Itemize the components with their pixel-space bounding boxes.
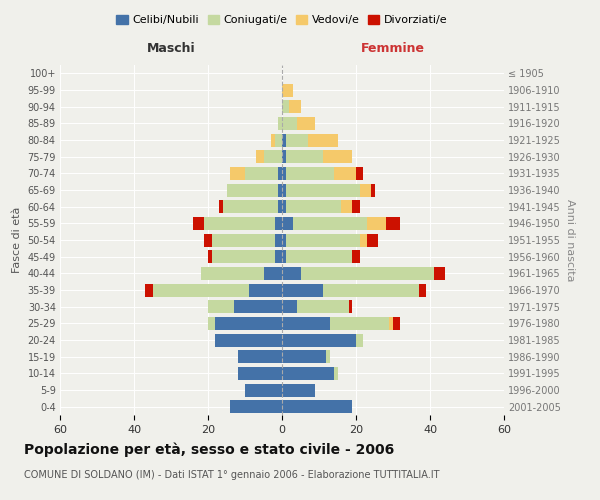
Text: Maschi: Maschi <box>146 42 196 55</box>
Bar <box>289 100 301 113</box>
Bar <box>208 300 234 313</box>
Bar <box>245 167 278 180</box>
Bar <box>282 267 301 280</box>
Bar <box>212 250 275 263</box>
Bar <box>282 184 286 196</box>
Bar <box>326 350 330 363</box>
Bar <box>323 284 419 296</box>
Bar <box>223 200 278 213</box>
Bar <box>286 234 360 246</box>
Bar <box>275 234 282 246</box>
Bar <box>282 217 293 230</box>
Bar <box>282 250 286 263</box>
Bar <box>245 384 282 396</box>
Bar <box>275 217 282 230</box>
Bar <box>293 217 367 230</box>
Bar <box>286 250 352 263</box>
Bar <box>286 184 360 196</box>
Bar <box>356 167 364 180</box>
Bar <box>271 134 275 146</box>
Bar <box>208 250 212 263</box>
Bar <box>282 367 334 380</box>
Bar <box>230 167 245 180</box>
Bar <box>282 134 286 146</box>
Bar <box>282 350 326 363</box>
Bar <box>282 384 316 396</box>
Bar <box>234 300 282 313</box>
Y-axis label: Anni di nascita: Anni di nascita <box>565 198 575 281</box>
Bar <box>371 184 374 196</box>
Bar <box>208 317 215 330</box>
Bar <box>360 234 367 246</box>
Bar <box>215 334 282 346</box>
Bar <box>278 117 282 130</box>
Bar <box>282 234 286 246</box>
Bar <box>352 200 360 213</box>
Bar <box>282 84 293 96</box>
Bar <box>193 217 204 230</box>
Bar <box>352 250 360 263</box>
Bar <box>282 284 323 296</box>
Bar <box>286 134 308 146</box>
Bar <box>227 184 278 196</box>
Bar <box>367 234 378 246</box>
Bar <box>434 267 445 280</box>
Bar <box>297 117 316 130</box>
Bar <box>256 150 263 163</box>
Bar <box>212 234 275 246</box>
Bar <box>301 267 434 280</box>
Bar <box>367 217 386 230</box>
Bar <box>282 317 330 330</box>
Text: COMUNE DI SOLDANO (IM) - Dati ISTAT 1° gennaio 2006 - Elaborazione TUTTITALIA.IT: COMUNE DI SOLDANO (IM) - Dati ISTAT 1° g… <box>24 470 439 480</box>
Text: Femmine: Femmine <box>361 42 425 55</box>
Legend: Celibi/Nubili, Coniugati/e, Vedovi/e, Divorziati/e: Celibi/Nubili, Coniugati/e, Vedovi/e, Di… <box>112 10 452 30</box>
Bar <box>282 100 289 113</box>
Bar <box>219 200 223 213</box>
Bar <box>282 167 286 180</box>
Bar <box>334 367 337 380</box>
Bar <box>389 317 393 330</box>
Bar <box>204 234 212 246</box>
Bar <box>263 150 282 163</box>
Bar <box>419 284 426 296</box>
Bar <box>249 284 282 296</box>
Bar <box>386 217 400 230</box>
Bar <box>286 167 334 180</box>
Bar <box>152 284 249 296</box>
Bar <box>204 217 275 230</box>
Bar <box>263 267 282 280</box>
Bar <box>297 300 349 313</box>
Bar <box>282 300 297 313</box>
Y-axis label: Fasce di età: Fasce di età <box>12 207 22 273</box>
Bar <box>278 167 282 180</box>
Bar <box>230 400 282 413</box>
Bar <box>200 267 263 280</box>
Bar <box>282 200 286 213</box>
Bar <box>282 117 297 130</box>
Bar <box>330 317 389 330</box>
Bar <box>341 200 352 213</box>
Bar <box>360 184 371 196</box>
Bar <box>334 167 356 180</box>
Bar <box>238 367 282 380</box>
Bar <box>215 317 282 330</box>
Bar <box>238 350 282 363</box>
Bar <box>145 284 152 296</box>
Bar <box>349 300 352 313</box>
Bar <box>393 317 400 330</box>
Bar <box>278 200 282 213</box>
Bar <box>275 134 282 146</box>
Bar <box>308 134 337 146</box>
Bar <box>275 250 282 263</box>
Bar <box>286 150 323 163</box>
Bar <box>278 184 282 196</box>
Bar <box>282 150 286 163</box>
Bar <box>356 334 364 346</box>
Bar <box>286 200 341 213</box>
Bar <box>323 150 352 163</box>
Bar <box>282 400 352 413</box>
Text: Popolazione per età, sesso e stato civile - 2006: Popolazione per età, sesso e stato civil… <box>24 442 394 457</box>
Bar <box>282 334 356 346</box>
